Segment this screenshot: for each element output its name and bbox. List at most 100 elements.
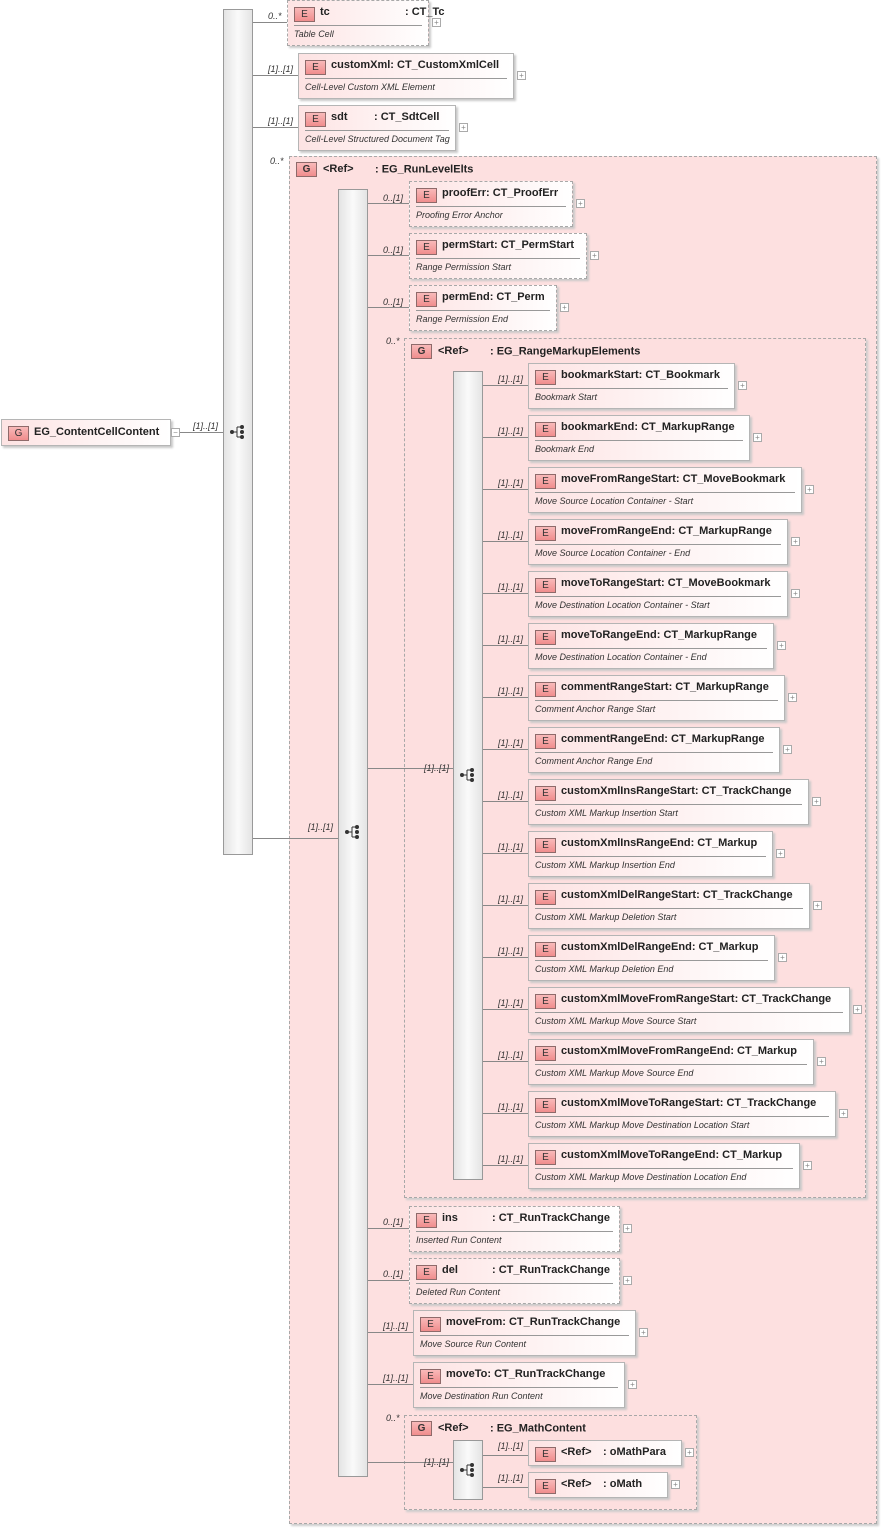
expand-plus-icon[interactable]: + [432,18,441,27]
root-group-eg-contentcellcontent[interactable]: G EG_ContentCellContent [1,419,171,446]
expand-plus-icon[interactable]: + [805,485,814,494]
expand-plus-icon[interactable]: + [459,123,468,132]
expand-plus-icon[interactable]: + [671,1480,680,1489]
sequence-compositor[interactable] [453,1440,483,1500]
expand-plus-icon[interactable]: + [777,641,786,650]
element-header: <Ref>: oMath [561,1478,642,1490]
expand-plus-icon[interactable]: + [776,849,785,858]
element-description: Custom XML Markup Move Destination Locat… [535,1120,750,1130]
collapse-minus-icon[interactable]: − [171,428,180,437]
expand-plus-icon[interactable]: + [628,1380,637,1389]
connector-line [253,22,287,23]
element-header: customXmlDelRangeEnd: CT_Markup [561,941,758,953]
expand-plus-icon[interactable]: + [639,1328,648,1337]
expand-plus-icon[interactable]: + [812,797,821,806]
expand-plus-icon[interactable]: + [685,1448,694,1457]
separator [416,206,566,207]
group-type: : EG_MathContent [490,1422,586,1435]
separator [535,648,767,649]
occurrence-label: 0..* [270,156,284,166]
occurrence-label: [1]..[1] [498,790,524,800]
occurrence-label: [1]..[1] [498,686,524,696]
element-badge-icon: E [535,994,556,1009]
expand-plus-icon[interactable]: + [517,71,526,80]
element-ref[interactable]: E <Ref>: oMath [528,1472,668,1498]
element-name: sdt [331,111,348,123]
sequence-icon [459,1462,477,1478]
occurrence-label: [1]..[1] [498,1441,524,1451]
expand-plus-icon[interactable]: + [813,901,822,910]
element-description: Move Destination Run Content [420,1391,543,1401]
element-header: del: CT_RunTrackChange [442,1264,610,1276]
element-type: : CT_ProofErr [486,187,559,199]
occurrence-label: [1]..[1] [498,738,524,748]
connector-line [483,1009,528,1010]
expand-plus-icon[interactable]: + [738,381,747,390]
expand-plus-icon[interactable]: + [791,537,800,546]
expand-plus-icon[interactable]: + [853,1005,862,1014]
expand-plus-icon[interactable]: + [783,745,792,754]
expand-plus-icon[interactable]: + [788,693,797,702]
occurrence-label: 0..[1] [383,1269,404,1279]
element-description: Proofing Error Anchor [416,210,503,220]
expand-plus-icon[interactable]: + [623,1276,632,1285]
element-badge-icon: E [535,1479,556,1494]
element-ref[interactable]: E <Ref>: oMathPara [528,1440,682,1466]
element-name: customXmlMoveFromRangeEnd [561,1045,731,1057]
sequence-compositor[interactable] [223,9,253,855]
expand-plus-icon[interactable]: + [753,433,762,442]
connector-line [483,1165,528,1166]
expand-plus-icon[interactable]: + [576,199,585,208]
expand-plus-icon[interactable]: + [590,251,599,260]
element-description: Move Destination Location Container - St… [535,600,710,610]
separator [416,310,550,311]
element-badge-icon: E [416,292,437,307]
element-description: Range Permission Start [416,262,512,272]
connector-line [368,1280,409,1281]
expand-plus-icon[interactable]: + [778,953,787,962]
element-type: : CT_MarkupRange [668,681,769,693]
group-badge-icon: G [411,344,432,359]
separator [535,544,781,545]
sequence-compositor[interactable] [453,371,483,1180]
separator [420,1387,618,1388]
expand-plus-icon[interactable]: + [839,1109,848,1118]
expand-plus-icon[interactable]: + [791,589,800,598]
sequence-compositor[interactable] [338,189,368,1477]
expand-plus-icon[interactable]: + [623,1224,632,1233]
expand-plus-icon[interactable]: + [803,1161,812,1170]
element-badge-icon: E [535,942,556,957]
connector-line [368,203,409,204]
element-description: Comment Anchor Range End [535,756,653,766]
expand-plus-icon[interactable]: + [560,303,569,312]
element-badge-icon: E [535,630,556,645]
separator [305,78,507,79]
expand-plus-icon[interactable]: + [817,1057,826,1066]
